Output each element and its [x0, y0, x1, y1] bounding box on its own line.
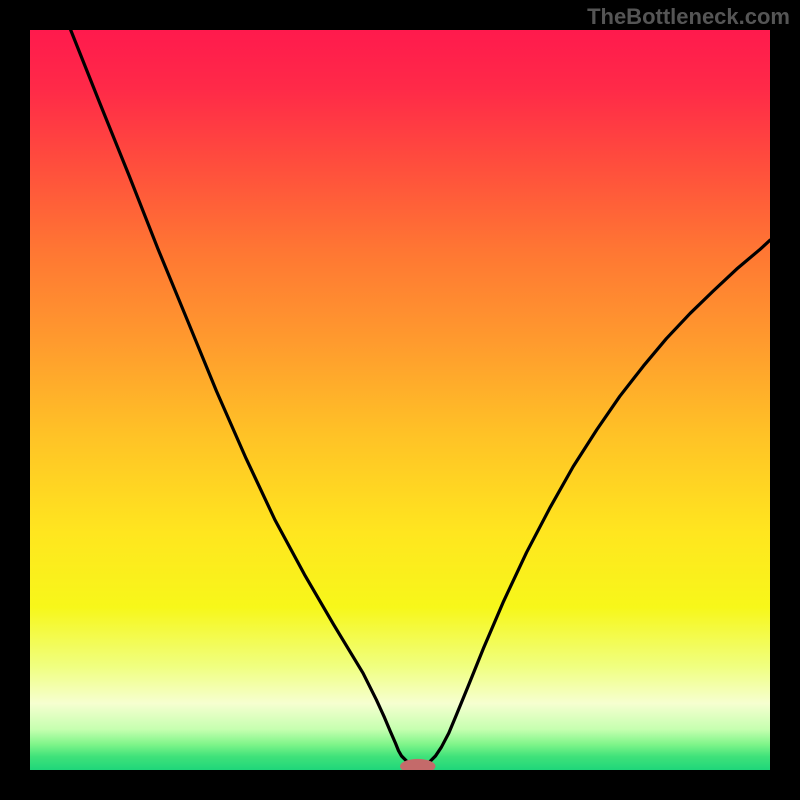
- chart-container: TheBottleneck.com: [0, 0, 800, 800]
- watermark-text: TheBottleneck.com: [587, 4, 790, 30]
- bottleneck-curve-chart: [30, 30, 770, 770]
- plot-area: [30, 30, 770, 770]
- chart-background: [30, 30, 770, 770]
